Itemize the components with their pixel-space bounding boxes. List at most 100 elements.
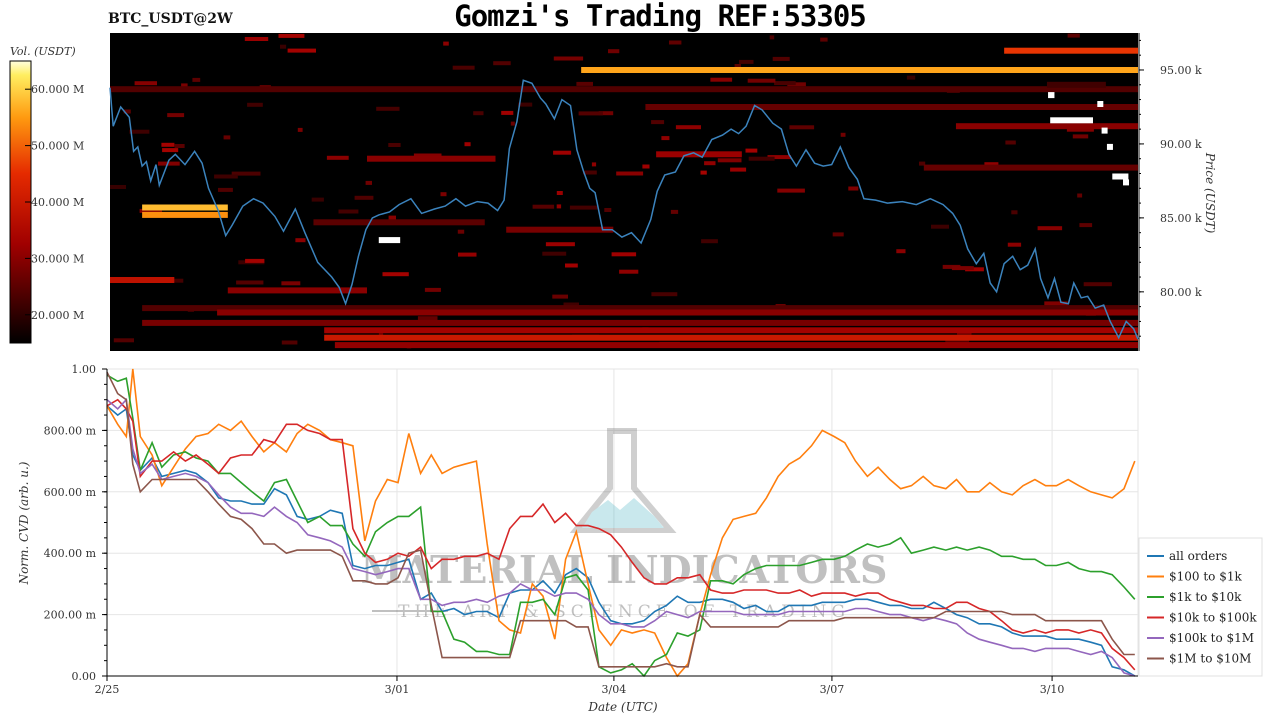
heatmap-cell — [295, 238, 306, 243]
heatmap-cell — [1067, 33, 1080, 38]
high-volume-marker — [1097, 101, 1104, 107]
high-volume-marker — [1123, 179, 1130, 186]
legend-label: all orders — [1169, 549, 1227, 563]
heatmap-cell — [326, 155, 349, 160]
liquidity-wall — [656, 151, 742, 158]
liquidity-wall — [324, 334, 1138, 341]
heatmap-cell — [1007, 242, 1022, 247]
heatmap-cell — [563, 302, 579, 307]
liquidity-wall — [324, 327, 1138, 334]
heatmap-cell — [840, 132, 846, 137]
heatmap-cell — [832, 232, 844, 237]
high-volume-marker — [1101, 127, 1108, 134]
heatmap-cell — [501, 110, 514, 115]
colorbar-tick-label: 30.000 M — [31, 252, 84, 265]
heatmap-cell — [452, 65, 475, 70]
heatmap-cell — [951, 266, 974, 271]
colorbar-tick-label: 40.000 M — [31, 196, 84, 209]
heatmap-cell — [376, 106, 400, 111]
y-tick-label: 800.00 m — [44, 424, 97, 437]
heatmap-cell — [532, 204, 555, 209]
heatmap-cell — [578, 111, 603, 116]
heatmap-cell — [354, 195, 374, 200]
heatmap-cell — [214, 174, 238, 179]
heatmap-cell — [1072, 134, 1089, 139]
heatmap-cell — [1079, 223, 1093, 228]
price-tick-label: 80.00 k — [1160, 286, 1202, 299]
liquidity-wall — [923, 164, 1139, 171]
liquidity-wall — [217, 309, 1138, 316]
cvd-chart: MATERIAL INDICATORS THE ART & SCIENCE OF… — [17, 363, 1263, 714]
heatmap-cell — [717, 158, 742, 163]
x-tick-label: 3/10 — [1040, 683, 1065, 696]
heatmap-cell — [247, 102, 263, 107]
heatmap-cell — [772, 56, 790, 61]
liquidity-wall — [142, 319, 1139, 326]
heatmap-cell — [777, 188, 805, 193]
heatmap-cell — [670, 209, 679, 214]
heatmap-cell — [311, 197, 324, 202]
colorbar-tick-label: 60.000 M — [31, 83, 84, 96]
heatmap-cell — [181, 83, 188, 88]
x-tick-label: 2/25 — [95, 683, 120, 696]
liquidity-wall — [506, 226, 614, 233]
heatmap-cell — [1011, 210, 1018, 215]
heatmap-cell — [787, 82, 806, 87]
heatmap-plot-area — [110, 33, 1138, 351]
heatmap-cell — [701, 239, 718, 244]
heatmap-cell — [704, 161, 716, 166]
heatmap-cell — [139, 208, 162, 213]
liquidity-wall — [1004, 47, 1139, 54]
heatmap-cell — [417, 316, 438, 321]
heatmap-cell — [896, 249, 906, 254]
heatmap-cell — [700, 170, 707, 175]
cvd-y-axis-label: Norm. CVD (arb. u.) — [17, 461, 31, 585]
heatmap-cell — [510, 121, 515, 126]
heatmap-cell — [174, 144, 185, 148]
heatmap-cell — [730, 167, 747, 172]
colorbar-tick-label: 50.000 M — [31, 140, 84, 153]
heatmap-cell — [280, 44, 287, 49]
price-line — [109, 79, 1139, 340]
heatmap-cell — [984, 162, 999, 167]
heatmap-cell — [552, 294, 568, 299]
heatmap-cell — [675, 125, 701, 130]
liquidity-wall — [1046, 81, 1106, 88]
heatmap-cell — [661, 136, 670, 141]
heatmap-cell — [591, 162, 597, 167]
heatmap-chart: Vol. (USDT) 20.000 M 30.000 M 40.000 M 50.0… — [9, 33, 1217, 351]
heatmap-cell — [616, 171, 644, 176]
heatmap-cell — [710, 77, 733, 82]
heatmap-cell — [965, 267, 984, 272]
heatmap-cell — [1066, 127, 1094, 132]
heatmap-cell — [604, 208, 612, 212]
liquidity-wall — [227, 287, 367, 294]
price-tick-label: 95.00 k — [1160, 64, 1202, 77]
heatmap-cell — [281, 340, 298, 345]
heatmap-cell — [231, 171, 261, 176]
heatmap-cell — [669, 40, 682, 45]
pair-label: BTC_USDT@2W — [108, 11, 233, 27]
heatmap-cell — [848, 186, 859, 191]
high-volume-marker — [1050, 117, 1093, 124]
heatmap-cell — [218, 187, 233, 192]
series-line — [106, 405, 1136, 677]
heatmap-cell — [598, 111, 614, 116]
heatmap-cell — [388, 215, 396, 220]
heatmap-cell — [110, 185, 126, 189]
heatmap-cell — [542, 251, 567, 256]
heatmap-cell — [745, 148, 758, 153]
heatmap-cell — [651, 120, 665, 125]
liquidity-wall — [110, 277, 175, 283]
heatmap-cell — [942, 264, 961, 269]
y-tick-label: 1.00 — [72, 363, 97, 376]
series-line — [106, 397, 1136, 677]
heatmap-cell — [236, 280, 264, 285]
liquidity-wall — [142, 204, 228, 211]
heatmap-cell — [774, 81, 796, 86]
heatmap-cell — [424, 287, 441, 292]
heatmap-cell — [919, 161, 926, 166]
liquidity-wall — [142, 211, 228, 218]
liquidity-wall — [142, 305, 1139, 312]
heatmap-cell — [1037, 226, 1063, 231]
